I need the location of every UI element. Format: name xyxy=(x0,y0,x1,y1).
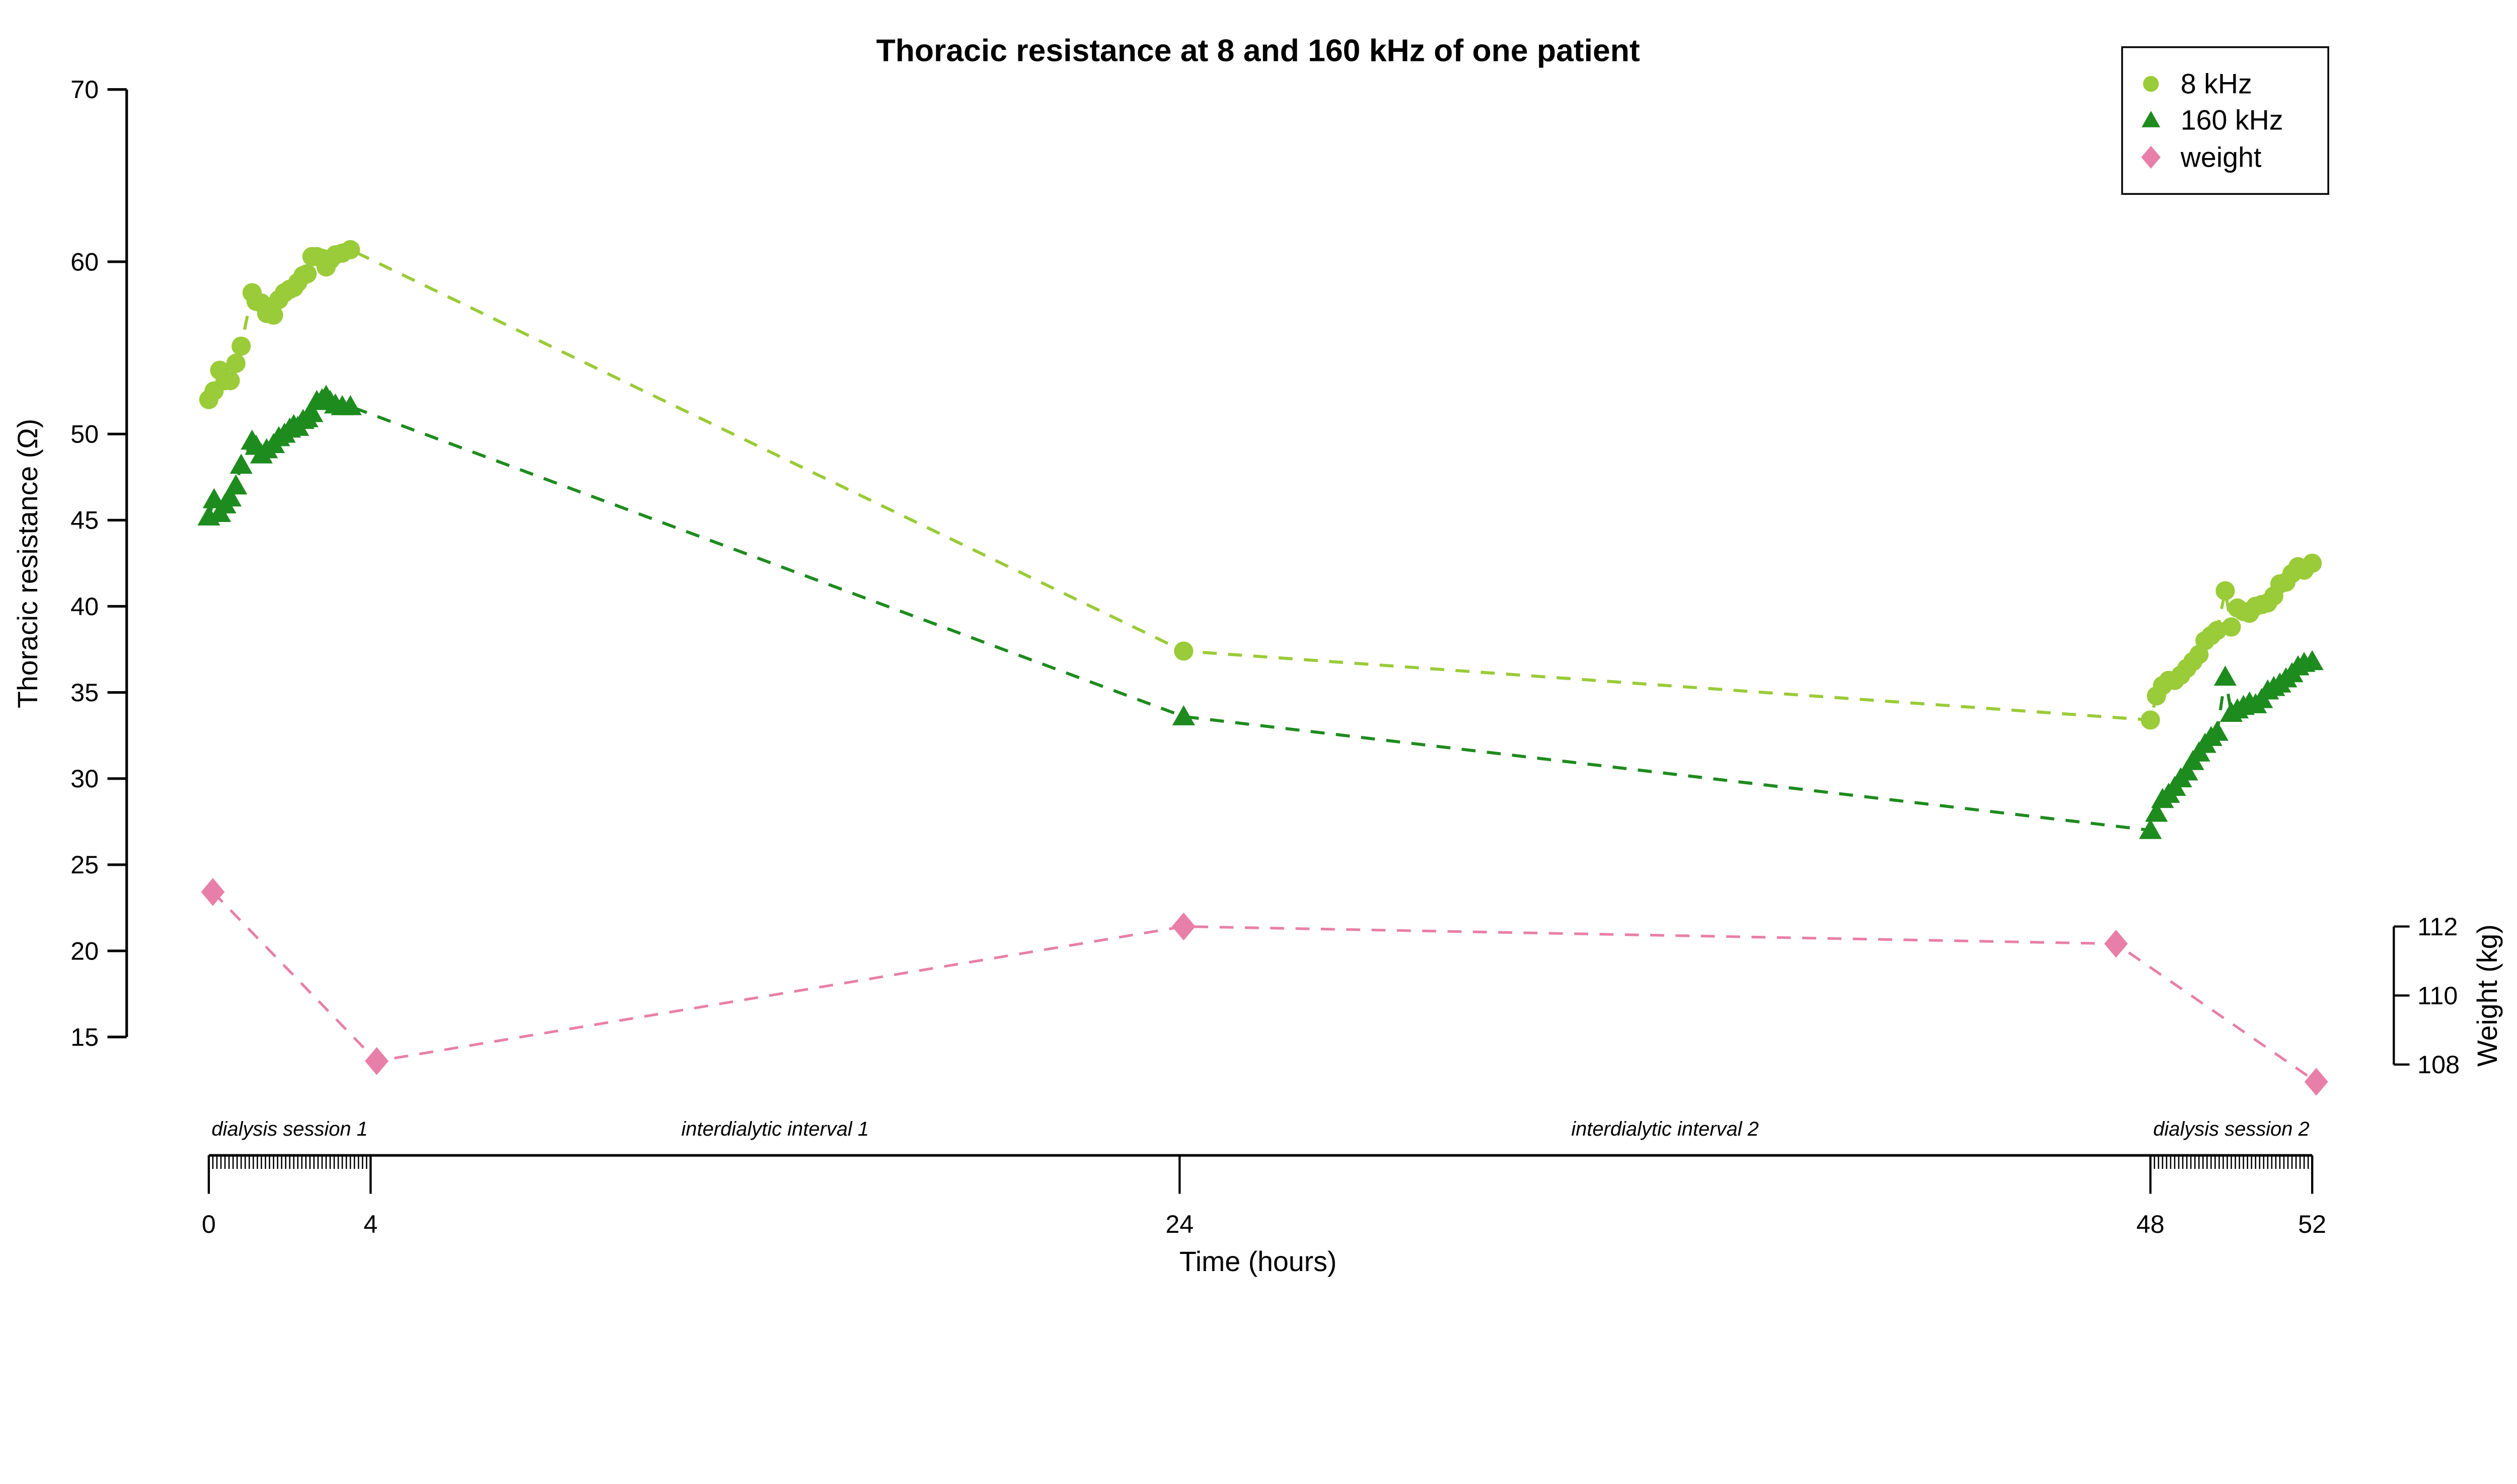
y-right-tick-label: 108 xyxy=(2417,1050,2460,1079)
y-left-tick-label: 35 xyxy=(70,678,99,707)
y-axis-title-left: Thoracic resistance (Ω) xyxy=(12,419,43,708)
circle-marker xyxy=(220,371,240,391)
diamond-marker xyxy=(1171,912,1196,941)
series-8-kHz xyxy=(199,240,2322,730)
triangle-marker xyxy=(339,395,362,415)
circle-marker xyxy=(2303,553,2322,573)
circle-marker xyxy=(226,353,246,373)
chart-canvas: Thoracic resistance at 8 and 160 kHz of … xyxy=(12,33,2503,1278)
diamond-marker xyxy=(2304,1068,2328,1096)
triangle-marker xyxy=(2175,760,2198,781)
y-left-tick-label: 70 xyxy=(70,75,99,104)
triangle-marker xyxy=(230,454,253,474)
circle-marker xyxy=(231,336,251,356)
x-axis-title: Time (hours) xyxy=(1179,1246,1337,1277)
series-line xyxy=(211,891,2317,1083)
phase-annotation: dialysis session 2 xyxy=(2153,1118,2310,1140)
circle-marker xyxy=(2222,617,2241,637)
triangle-marker xyxy=(2139,819,2162,839)
y-left-tick-label: 25 xyxy=(70,850,99,879)
legend-label: 160 kHz xyxy=(2181,105,2283,136)
chart-title: Thoracic resistance at 8 and 160 kHz of … xyxy=(876,33,1640,68)
legend-label: weight xyxy=(2180,141,2262,173)
y-left-tick-label: 50 xyxy=(70,420,99,449)
circle-marker xyxy=(340,240,360,260)
phase-annotation: interdialytic interval 2 xyxy=(1571,1118,1759,1140)
y-left-tick-label: 15 xyxy=(70,1022,99,1051)
y-left-tick-label: 20 xyxy=(70,936,99,965)
triangle-marker xyxy=(1172,705,1195,725)
diamond-marker xyxy=(2104,930,2128,958)
y-left-tick-label: 40 xyxy=(70,592,99,621)
chart: Thoracic resistance at 8 and 160 kHz of … xyxy=(12,33,2503,1278)
triangle-marker xyxy=(2205,720,2229,741)
series-line xyxy=(207,394,2313,832)
triangle-marker xyxy=(301,402,324,422)
y-left-tick-label: 60 xyxy=(70,247,99,276)
triangle-marker xyxy=(2301,650,2324,671)
legend: 8 kHz 160 kHz weight xyxy=(2121,46,2329,195)
x-tick-label: 24 xyxy=(1165,1210,1194,1238)
y-left-tick-label: 30 xyxy=(70,764,99,793)
triangle-marker xyxy=(2145,801,2168,822)
series-weight xyxy=(201,878,2328,1096)
series-160-kHz xyxy=(197,385,2324,839)
axes: 15 20 25 30 35 40 45 50 60 70 0 4 24 48 52 108 110 112 dia… xyxy=(70,75,2460,1238)
y-right-tick-label: 110 xyxy=(2417,981,2458,1010)
triangle-marker xyxy=(218,486,242,507)
legend-item-160-kHz: 160 kHz xyxy=(2141,105,2283,136)
x-tick-label: 0 xyxy=(202,1210,216,1238)
x-tick-label: 48 xyxy=(2136,1210,2165,1238)
triangle-marker xyxy=(225,474,248,495)
circle-marker xyxy=(264,305,283,325)
circle-marker xyxy=(2140,710,2160,730)
triangle-marker xyxy=(2213,665,2237,686)
phase-annotation: dialysis session 1 xyxy=(211,1118,368,1140)
series-line xyxy=(207,248,2314,722)
y-right-tick-label: 112 xyxy=(2417,912,2458,941)
legend-label: 8 kHz xyxy=(2181,68,2252,100)
circle-marker xyxy=(1174,641,1194,661)
phase-annotation: interdialytic interval 1 xyxy=(681,1118,869,1140)
legend-box xyxy=(2121,46,2329,195)
triangle-marker xyxy=(2141,111,2161,127)
x-tick-label: 4 xyxy=(363,1210,378,1238)
series xyxy=(197,240,2328,1096)
diamond-marker xyxy=(364,1047,389,1075)
circle-marker xyxy=(2143,76,2159,92)
y-axis-title-right: Weight (kg) xyxy=(2472,924,2503,1067)
circle-marker xyxy=(297,264,317,284)
legend-item-8-kHz: 8 kHz xyxy=(2143,68,2252,100)
circle-marker xyxy=(2215,581,2235,601)
x-tick-label: 52 xyxy=(2298,1210,2326,1238)
y-left-tick-label: 45 xyxy=(70,506,99,535)
